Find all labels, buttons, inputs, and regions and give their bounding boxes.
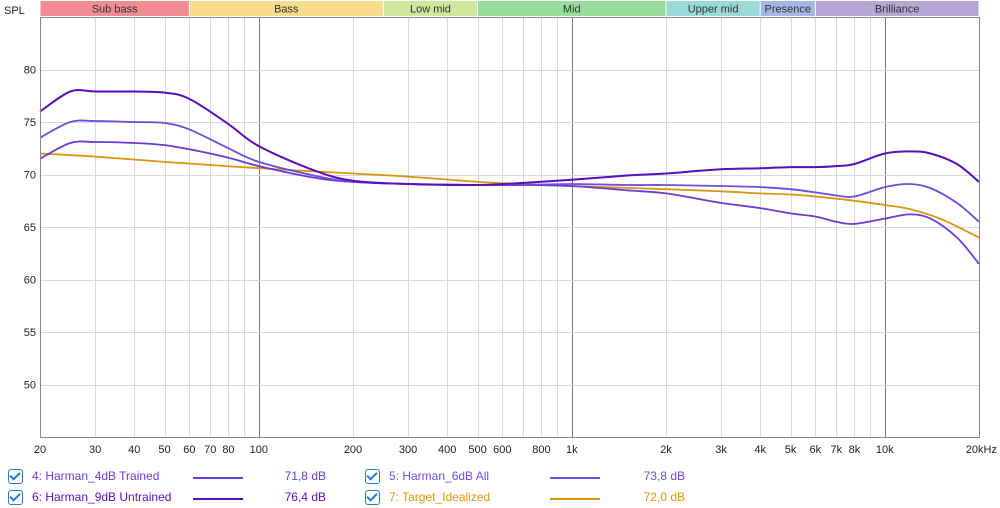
- band-label-5: Presence: [765, 4, 811, 16]
- checkbox-checked-icon[interactable]: [365, 469, 380, 484]
- band-label-3: Mid: [563, 4, 581, 16]
- frequency-response-chart: Sub bass Bass Low mid Mid Upper mid Presence B…: [4, 1, 997, 456]
- legend-value: 72,0 dB: [643, 490, 685, 504]
- checkbox-checked-icon[interactable]: [8, 469, 23, 484]
- legend: 4: Harman_4dB Trained 71,8 dB 5: Harman_…: [0, 462, 1000, 508]
- legend-label: 7: Target_Idealized: [389, 490, 491, 504]
- x-tick-label-8: 200: [344, 444, 362, 456]
- legend-value: 76,4 dB: [284, 490, 326, 504]
- x-tick-label-3: 50: [158, 444, 170, 456]
- band-5: [760, 1, 815, 16]
- legend-line-swatch: [550, 477, 600, 479]
- band-0: [40, 1, 189, 16]
- x-tick-label-15: 2k: [660, 444, 672, 456]
- y-tick-label-1: 55: [24, 327, 36, 339]
- legend-line-swatch: [193, 477, 243, 479]
- checkbox-checked-icon[interactable]: [8, 490, 23, 505]
- y-tick-label-4: 70: [24, 170, 36, 182]
- x-tick-label-19: 6k: [810, 444, 822, 456]
- legend-label: 5: Harman_6dB All: [389, 469, 490, 483]
- band-label-1: Bass: [274, 4, 299, 16]
- plot-frame: [40, 17, 980, 438]
- x-tick-label-18: 5k: [785, 444, 797, 456]
- y-axis-ticks: 50 55 60 65 70 75 80: [24, 65, 36, 392]
- x-tick-label-10: 400: [438, 444, 456, 456]
- series-line-2: [39, 89, 980, 187]
- x-tick-label-5: 70: [204, 444, 216, 456]
- band-2: [383, 1, 478, 16]
- band-label-4: Upper mid: [688, 4, 739, 16]
- legend-value: 73,8 dB: [643, 469, 685, 483]
- legend-item-harman-9db[interactable]: 6: Harman_9dB Untrained 76,4 dB: [8, 488, 348, 508]
- x-tick-label-16: 3k: [715, 444, 727, 456]
- legend-line-swatch: [550, 498, 600, 500]
- x-tick-label-11: 500: [468, 444, 486, 456]
- legend-item-target-idealized[interactable]: 7: Target_Idealized 72,0 dB: [365, 488, 705, 508]
- y-tick-label-0: 50: [24, 380, 36, 392]
- x-tick-label-2: 40: [128, 444, 140, 456]
- legend-value: 71,8 dB: [284, 469, 326, 483]
- x-tick-label-6: 80: [222, 444, 234, 456]
- series-line-3: [39, 152, 980, 239]
- series-line-1: [39, 119, 980, 223]
- x-tick-label-14: 1k: [566, 444, 578, 456]
- legend-line-swatch: [193, 498, 243, 500]
- x-tick-label-7: 100: [250, 444, 268, 456]
- x-tick-label-21: 8k: [849, 444, 861, 456]
- x-tick-label-12: 600: [493, 444, 511, 456]
- x-tick-label-23: 20kHz: [966, 444, 997, 456]
- x-tick-label-17: 4k: [754, 444, 766, 456]
- grid: [40, 17, 980, 438]
- band-4: [666, 1, 760, 16]
- x-tick-label-4: 60: [183, 444, 195, 456]
- legend-label: 6: Harman_9dB Untrained: [32, 490, 172, 504]
- legend-label: 4: Harman_4dB Trained: [32, 469, 160, 483]
- band-3: [478, 1, 666, 16]
- x-tick-label-1: 30: [89, 444, 101, 456]
- legend-item-harman-4db[interactable]: 4: Harman_4dB Trained 71,8 dB: [8, 467, 348, 487]
- band-1: [189, 1, 383, 16]
- band-label-0: Sub bass: [92, 4, 138, 16]
- x-tick-label-22: 10k: [876, 444, 894, 456]
- y-tick-label-5: 75: [24, 117, 36, 129]
- x-axis-ticks: 20 30 40 50 60 70 80 100 200 300 400 500 600 800 1k 2k 3…: [34, 444, 997, 456]
- x-tick-label-13: 800: [532, 444, 550, 456]
- band-6: [815, 1, 979, 16]
- series-curves: [39, 89, 980, 265]
- series-line-0: [39, 140, 980, 265]
- x-tick-label-0: 20: [34, 444, 46, 456]
- y-tick-label-2: 60: [24, 275, 36, 287]
- x-tick-label-20: 7k: [830, 444, 842, 456]
- legend-item-harman-6db[interactable]: 5: Harman_6dB All 73,8 dB: [365, 467, 705, 487]
- band-label-2: Low mid: [410, 4, 451, 16]
- checkbox-checked-icon[interactable]: [365, 490, 380, 505]
- x-tick-label-9: 300: [399, 444, 417, 456]
- y-tick-label-6: 80: [24, 65, 36, 77]
- y-axis-label: SPL: [4, 5, 25, 17]
- band-label-6: Brilliance: [875, 4, 920, 16]
- y-tick-label-3: 65: [24, 222, 36, 234]
- frequency-bands: Sub bass Bass Low mid Mid Upper mid Presence B…: [40, 1, 979, 16]
